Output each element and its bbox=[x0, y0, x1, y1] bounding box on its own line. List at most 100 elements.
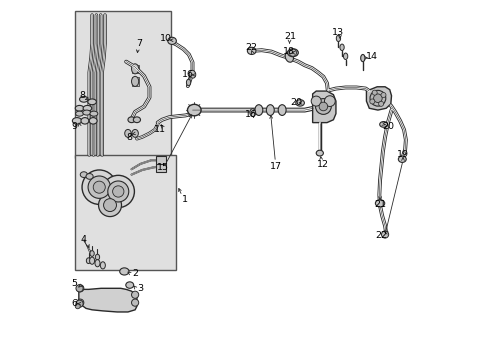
Ellipse shape bbox=[76, 111, 83, 116]
Text: 17: 17 bbox=[269, 162, 282, 171]
Ellipse shape bbox=[285, 52, 293, 62]
Text: 9: 9 bbox=[71, 122, 77, 131]
Ellipse shape bbox=[80, 172, 87, 177]
Ellipse shape bbox=[95, 260, 100, 267]
Ellipse shape bbox=[128, 117, 135, 123]
Text: 12: 12 bbox=[316, 161, 328, 170]
Circle shape bbox=[103, 199, 116, 212]
Bar bbox=[75, 155, 176, 270]
Ellipse shape bbox=[100, 262, 105, 269]
Ellipse shape bbox=[360, 54, 364, 62]
Text: 16: 16 bbox=[244, 110, 256, 119]
Circle shape bbox=[369, 90, 385, 106]
Bar bbox=[75, 11, 171, 158]
Ellipse shape bbox=[186, 79, 190, 86]
Ellipse shape bbox=[278, 105, 285, 116]
Circle shape bbox=[378, 101, 383, 106]
Ellipse shape bbox=[120, 268, 129, 275]
Text: 6: 6 bbox=[71, 299, 77, 308]
Ellipse shape bbox=[83, 105, 92, 111]
Circle shape bbox=[88, 176, 110, 198]
Ellipse shape bbox=[343, 53, 347, 59]
Polygon shape bbox=[79, 288, 137, 312]
Ellipse shape bbox=[398, 156, 406, 162]
Ellipse shape bbox=[287, 49, 298, 57]
Text: 19: 19 bbox=[396, 150, 408, 159]
Ellipse shape bbox=[89, 257, 94, 264]
Circle shape bbox=[369, 99, 374, 104]
Circle shape bbox=[82, 170, 116, 204]
Circle shape bbox=[315, 99, 330, 114]
Text: 20: 20 bbox=[381, 122, 393, 131]
Circle shape bbox=[373, 94, 382, 103]
Text: 3: 3 bbox=[137, 284, 143, 293]
Ellipse shape bbox=[316, 150, 323, 156]
Text: 8: 8 bbox=[126, 133, 132, 142]
Ellipse shape bbox=[375, 200, 384, 207]
Ellipse shape bbox=[88, 99, 96, 105]
Polygon shape bbox=[312, 91, 335, 123]
Ellipse shape bbox=[82, 110, 90, 115]
Ellipse shape bbox=[187, 104, 201, 116]
Circle shape bbox=[324, 96, 335, 107]
Ellipse shape bbox=[86, 174, 93, 179]
Text: 10: 10 bbox=[159, 34, 171, 43]
Ellipse shape bbox=[95, 254, 100, 260]
Text: 2: 2 bbox=[132, 269, 138, 278]
Circle shape bbox=[381, 231, 388, 238]
Text: 1: 1 bbox=[182, 195, 188, 204]
Text: 16: 16 bbox=[182, 71, 194, 80]
Ellipse shape bbox=[124, 130, 131, 137]
Ellipse shape bbox=[132, 130, 138, 137]
Ellipse shape bbox=[81, 118, 89, 124]
Circle shape bbox=[93, 181, 105, 193]
Circle shape bbox=[75, 304, 80, 309]
Circle shape bbox=[102, 175, 134, 208]
Bar bbox=[131, 64, 139, 73]
Bar bbox=[156, 164, 166, 172]
Ellipse shape bbox=[75, 105, 83, 111]
Text: 14: 14 bbox=[365, 53, 377, 62]
Circle shape bbox=[76, 285, 83, 292]
Circle shape bbox=[131, 291, 139, 298]
Circle shape bbox=[99, 194, 121, 217]
Ellipse shape bbox=[80, 96, 88, 102]
Circle shape bbox=[371, 90, 376, 95]
Text: 5: 5 bbox=[71, 279, 77, 288]
Ellipse shape bbox=[167, 37, 176, 44]
Ellipse shape bbox=[90, 111, 98, 116]
Circle shape bbox=[131, 299, 139, 306]
Polygon shape bbox=[366, 87, 391, 110]
Ellipse shape bbox=[86, 258, 90, 264]
Circle shape bbox=[380, 93, 385, 98]
Ellipse shape bbox=[133, 117, 140, 123]
Ellipse shape bbox=[336, 35, 340, 41]
Ellipse shape bbox=[89, 118, 97, 124]
Text: 20: 20 bbox=[290, 98, 302, 107]
Ellipse shape bbox=[90, 251, 94, 256]
Ellipse shape bbox=[131, 76, 139, 86]
Text: 18: 18 bbox=[283, 47, 295, 56]
Circle shape bbox=[107, 181, 128, 202]
Ellipse shape bbox=[295, 100, 304, 106]
Ellipse shape bbox=[339, 44, 344, 50]
Bar bbox=[131, 77, 139, 86]
Text: 22: 22 bbox=[375, 231, 386, 240]
Ellipse shape bbox=[266, 105, 274, 116]
Text: 13: 13 bbox=[331, 28, 343, 37]
Ellipse shape bbox=[125, 282, 133, 288]
Circle shape bbox=[289, 49, 296, 56]
Ellipse shape bbox=[131, 64, 139, 74]
Ellipse shape bbox=[379, 122, 387, 127]
Text: 15: 15 bbox=[157, 163, 168, 172]
Text: 8: 8 bbox=[79, 91, 85, 100]
Circle shape bbox=[76, 300, 83, 307]
Ellipse shape bbox=[247, 47, 255, 54]
Text: 21: 21 bbox=[284, 32, 295, 41]
Ellipse shape bbox=[249, 109, 255, 117]
Ellipse shape bbox=[72, 118, 81, 124]
Circle shape bbox=[310, 96, 321, 106]
Circle shape bbox=[112, 186, 123, 197]
Text: 4: 4 bbox=[81, 235, 87, 244]
Text: 21: 21 bbox=[373, 200, 385, 209]
